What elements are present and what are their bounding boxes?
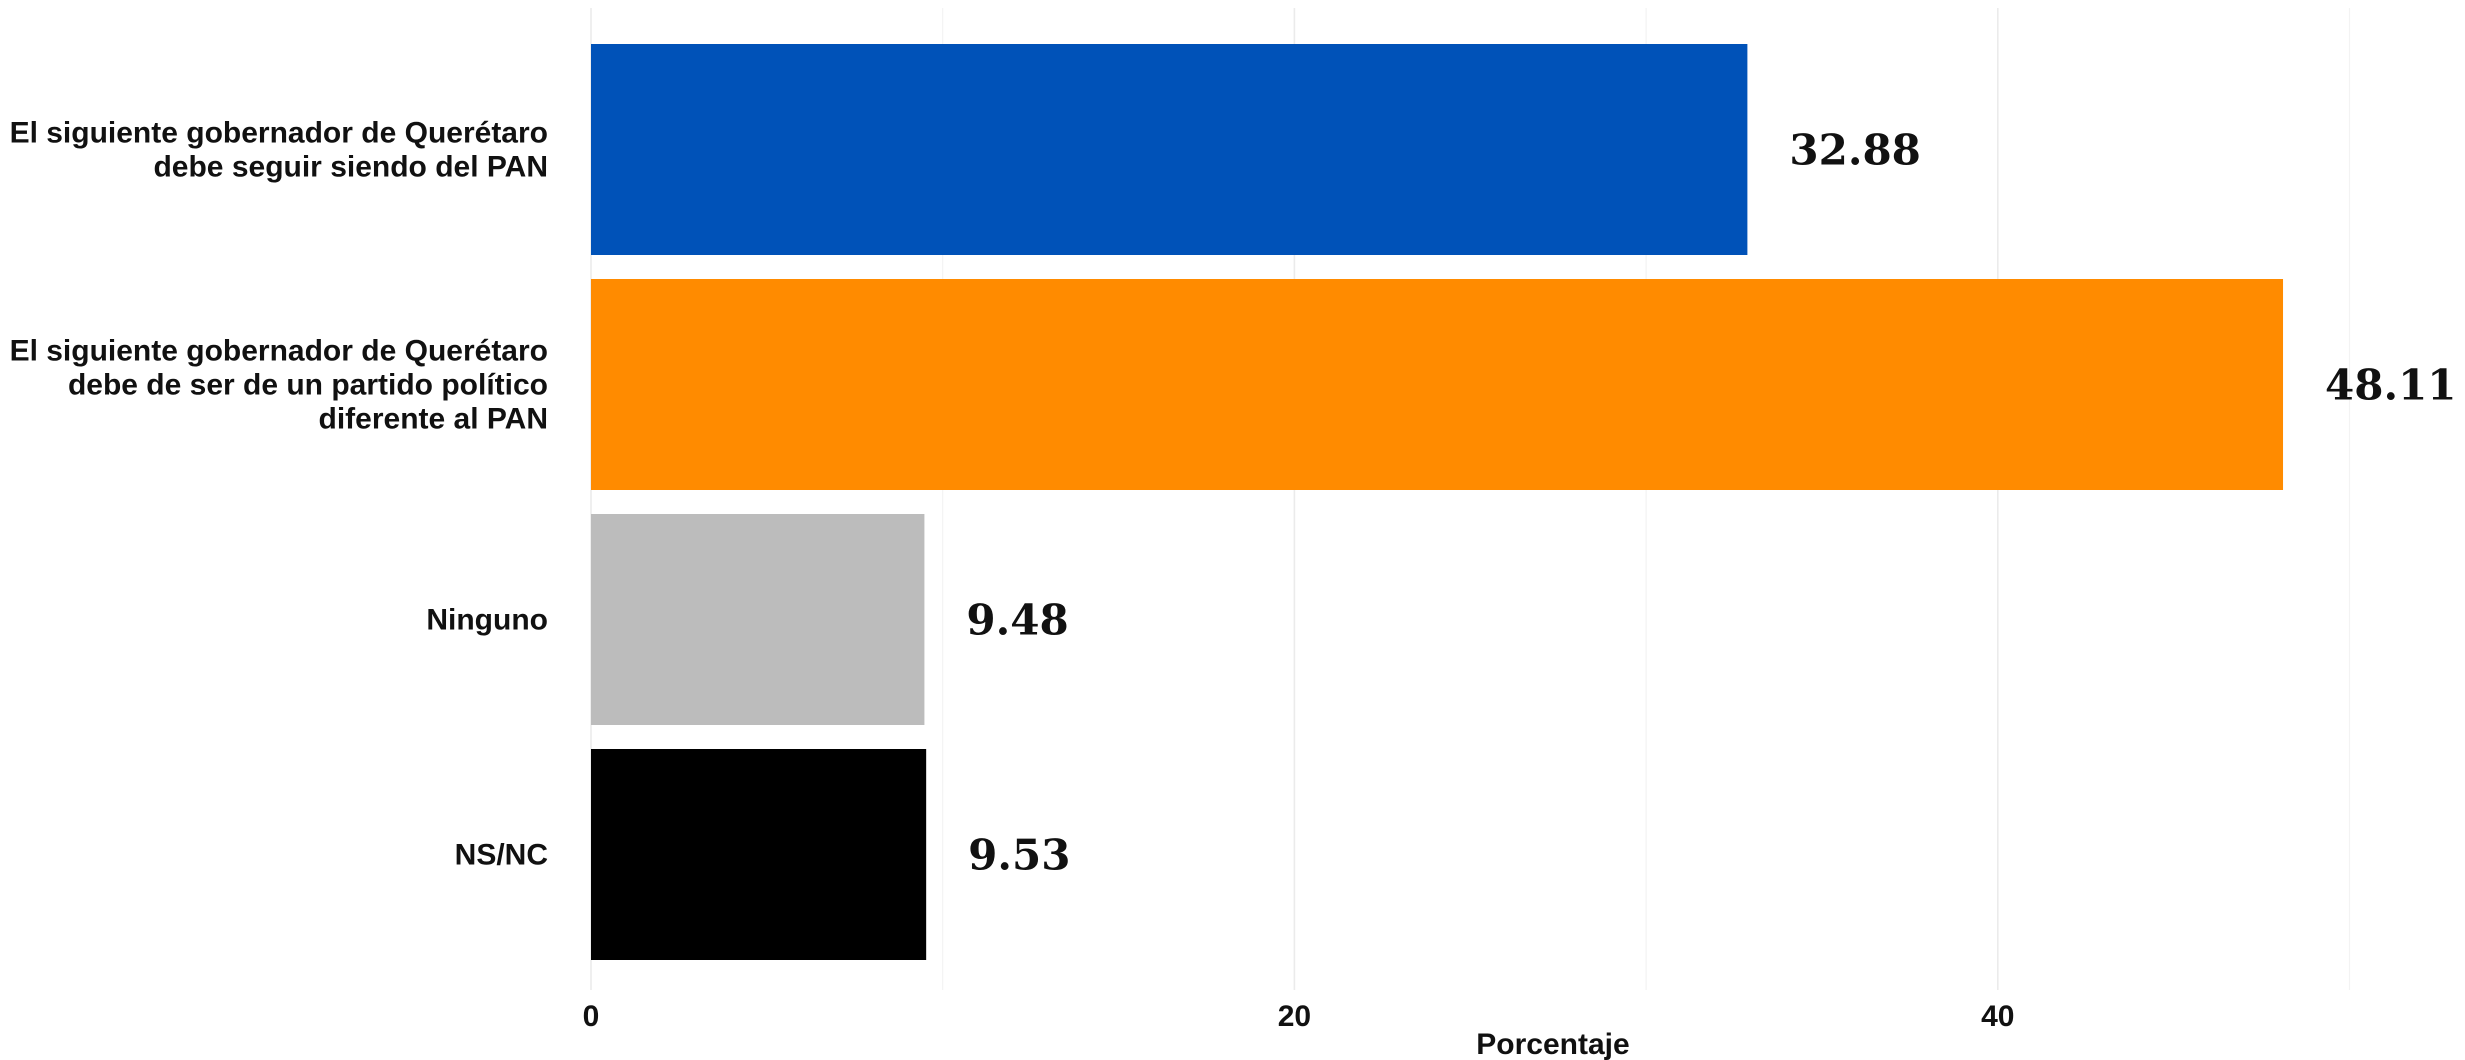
bars [591, 44, 2284, 960]
bar-2 [591, 279, 2284, 490]
category-label-1: El siguiente gobernador de Querétaro debe… [10, 117, 548, 184]
bar-4 [591, 749, 927, 960]
x-tick-label-40: 40 [1981, 1000, 2014, 1033]
bar-1 [591, 44, 1748, 255]
category-label-2: El siguiente gobernador de Querétaro debe… [10, 335, 548, 436]
value-labels: 32.88 48.11 9.48 9.53 [966, 126, 2456, 880]
category-label-4: NS/NC [455, 839, 548, 872]
bar-3 [591, 514, 925, 725]
value-label-1: 32.88 [1789, 126, 1921, 175]
value-label-4: 9.53 [968, 831, 1070, 880]
x-tick-label-20: 20 [1278, 1000, 1311, 1033]
x-axis-ticks: 0 20 40 [583, 1000, 2015, 1033]
value-label-2: 48.11 [2325, 361, 2457, 410]
category-label-3: Ninguno [426, 604, 548, 637]
value-label-3: 9.48 [966, 596, 1068, 645]
category-labels: El siguiente gobernador de Querétaro debe… [10, 117, 548, 872]
x-axis-title: Porcentaje [1476, 1028, 1629, 1060]
x-tick-label-0: 0 [583, 1000, 600, 1033]
